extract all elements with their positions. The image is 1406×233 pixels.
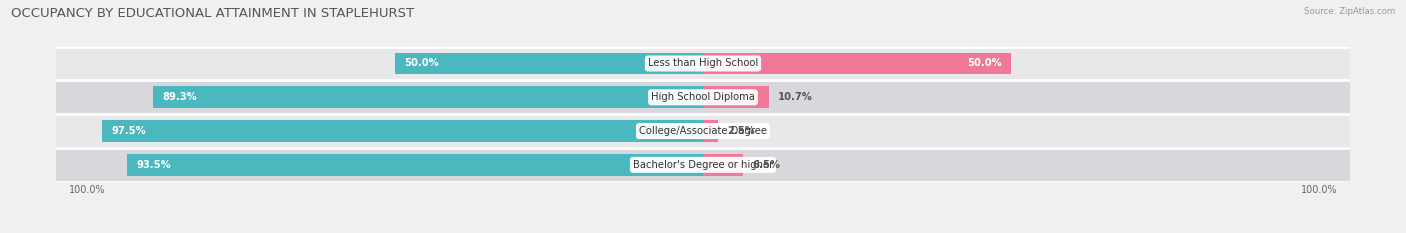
Text: 10.7%: 10.7% — [778, 92, 813, 102]
Bar — [103, 120, 703, 142]
Text: 6.5%: 6.5% — [752, 160, 780, 170]
Bar — [153, 86, 703, 108]
Text: High School Diploma: High School Diploma — [651, 92, 755, 102]
Bar — [395, 52, 703, 75]
Text: Less than High School: Less than High School — [648, 58, 758, 69]
Text: 2.5%: 2.5% — [728, 126, 755, 136]
Bar — [703, 86, 769, 108]
Text: 50.0%: 50.0% — [405, 58, 439, 69]
Text: OCCUPANCY BY EDUCATIONAL ATTAINMENT IN STAPLEHURST: OCCUPANCY BY EDUCATIONAL ATTAINMENT IN S… — [11, 7, 415, 20]
Bar — [703, 52, 1011, 75]
Text: 89.3%: 89.3% — [162, 92, 197, 102]
Text: 50.0%: 50.0% — [967, 58, 1001, 69]
Text: 97.5%: 97.5% — [111, 126, 146, 136]
Text: Bachelor's Degree or higher: Bachelor's Degree or higher — [633, 160, 773, 170]
Bar — [56, 148, 1350, 182]
Bar — [703, 120, 718, 142]
Text: College/Associate Degree: College/Associate Degree — [638, 126, 768, 136]
Text: Source: ZipAtlas.com: Source: ZipAtlas.com — [1303, 7, 1395, 16]
Text: 93.5%: 93.5% — [136, 160, 172, 170]
Bar — [56, 47, 1350, 80]
Bar — [56, 80, 1350, 114]
Bar — [56, 114, 1350, 148]
Bar — [127, 154, 703, 176]
Bar — [703, 154, 742, 176]
